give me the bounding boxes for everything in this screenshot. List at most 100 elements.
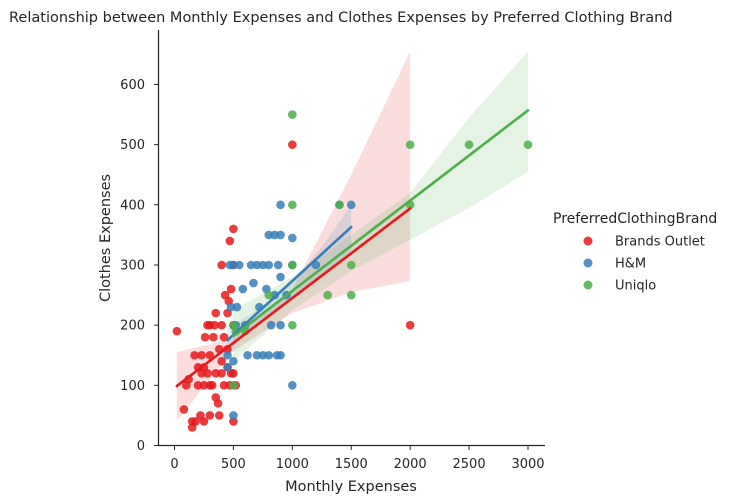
h-m-point bbox=[243, 350, 252, 360]
brands-outlet-point bbox=[179, 405, 189, 414]
uniqlo-point bbox=[346, 260, 356, 270]
brands-outlet-point bbox=[225, 236, 235, 246]
brands-outlet-point bbox=[211, 308, 221, 318]
brands-outlet-point bbox=[229, 417, 238, 426]
h-m-point bbox=[229, 411, 238, 420]
h-m-point bbox=[238, 284, 248, 294]
brands-outlet-point bbox=[226, 284, 236, 294]
h-m-regression-line bbox=[226, 225, 353, 342]
h-m-point bbox=[346, 200, 356, 210]
x-tick-label: 1000 bbox=[276, 457, 309, 472]
brands-outlet-point bbox=[211, 368, 221, 378]
h-m-point bbox=[223, 350, 232, 360]
h-m-point bbox=[288, 381, 297, 390]
brands-outlet-point bbox=[200, 332, 210, 342]
h-m-point bbox=[258, 350, 268, 360]
brands-outlet-legend-label: Brands Outlet bbox=[615, 235, 705, 250]
x-tick-label: 500 bbox=[221, 457, 246, 472]
h-m-point bbox=[273, 260, 283, 270]
x-tick-labels: 0 500 1000 1500 2000 2500 3000 bbox=[170, 445, 545, 472]
brands-outlet-point bbox=[193, 381, 203, 390]
chart-title: Relationship between Monthly Expenses an… bbox=[9, 10, 673, 26]
h-m-point bbox=[270, 290, 279, 300]
uniqlo-point bbox=[229, 381, 238, 390]
brands-outlet-point bbox=[213, 399, 223, 408]
brands-outlet-point bbox=[205, 350, 215, 360]
h-m-point bbox=[226, 302, 236, 312]
h-m-point bbox=[249, 278, 258, 288]
brands-outlet-point bbox=[172, 326, 182, 336]
y-tick-label: 600 bbox=[120, 78, 145, 93]
h-m-point bbox=[270, 230, 279, 240]
h-m-legend-marker bbox=[583, 258, 593, 268]
h-m-point bbox=[235, 260, 244, 270]
brands-outlet-point bbox=[219, 332, 229, 342]
data-points bbox=[172, 110, 533, 432]
x-tick-label: 3000 bbox=[511, 457, 544, 472]
uniqlo-ci-band bbox=[233, 51, 528, 362]
h-m-point bbox=[276, 230, 285, 240]
uniqlo-point bbox=[523, 140, 533, 149]
y-tick-label: 400 bbox=[120, 198, 145, 213]
brands-outlet-point bbox=[217, 260, 226, 270]
x-tick-label: 1500 bbox=[335, 457, 368, 472]
uniqlo-point bbox=[288, 110, 297, 119]
legend: PreferredClothingBrand Brands Outlet H&M U… bbox=[553, 211, 717, 294]
h-m-point bbox=[232, 302, 242, 312]
brands-outlet-point bbox=[405, 320, 415, 330]
brands-outlet-legend-marker bbox=[583, 236, 593, 246]
x-tick-label: 0 bbox=[170, 457, 178, 472]
regression-lines bbox=[175, 109, 530, 388]
h-m-point bbox=[252, 350, 262, 360]
brands-outlet-point bbox=[190, 350, 199, 360]
brands-outlet-point bbox=[217, 368, 226, 378]
uniqlo-point bbox=[288, 260, 297, 270]
uniqlo-point bbox=[288, 320, 297, 330]
legend-items: Brands Outlet H&M Uniqlo bbox=[583, 235, 705, 294]
h-m-point bbox=[223, 362, 232, 372]
brands-outlet-point bbox=[199, 417, 209, 426]
brands-outlet-point bbox=[229, 224, 238, 234]
brands-outlet-point bbox=[191, 417, 201, 426]
uniqlo-point bbox=[288, 200, 297, 210]
uniqlo-point bbox=[264, 290, 274, 300]
y-tick-label: 100 bbox=[120, 379, 145, 394]
uniqlo-point bbox=[335, 200, 344, 210]
brands-outlet-point bbox=[197, 350, 206, 360]
x-tick-label: 2500 bbox=[453, 457, 486, 472]
brands-outlet-point bbox=[199, 381, 209, 390]
h-m-point bbox=[264, 230, 274, 240]
h-m-point bbox=[288, 233, 297, 243]
uniqlo-legend-marker bbox=[583, 280, 593, 290]
h-m-point bbox=[266, 320, 276, 330]
legend-title: PreferredClothingBrand bbox=[553, 211, 717, 227]
brands-outlet-point bbox=[229, 368, 238, 378]
uniqlo-point bbox=[323, 290, 332, 300]
x-tick-label: 2000 bbox=[394, 457, 427, 472]
h-m-point bbox=[264, 260, 274, 270]
y-tick-label: 0 bbox=[137, 439, 145, 454]
brands-outlet-point bbox=[288, 140, 297, 149]
h-m-point bbox=[276, 200, 285, 210]
uniqlo-regression-line bbox=[232, 109, 530, 338]
h-m-point bbox=[276, 350, 285, 360]
brands-outlet-point bbox=[217, 320, 226, 330]
uniqlo-point bbox=[405, 140, 415, 149]
brands-outlet-point bbox=[214, 411, 224, 420]
uniqlo-legend-label: Uniqlo bbox=[615, 279, 656, 294]
h-m-legend-label: H&M bbox=[615, 257, 646, 272]
y-tick-label: 300 bbox=[120, 258, 145, 273]
h-m-point bbox=[264, 350, 274, 360]
h-m-point bbox=[229, 260, 238, 270]
h-m-point bbox=[276, 272, 285, 282]
brands-outlet-regression-line bbox=[175, 207, 412, 388]
plot-area bbox=[172, 51, 533, 432]
uniqlo-point bbox=[346, 290, 356, 300]
brands-outlet-point bbox=[203, 368, 212, 378]
h-m-point bbox=[246, 260, 256, 270]
brands-outlet-point bbox=[209, 332, 218, 342]
uniqlo-point bbox=[464, 140, 474, 149]
brands-outlet-point bbox=[217, 356, 226, 366]
brands-outlet-point bbox=[219, 381, 229, 390]
